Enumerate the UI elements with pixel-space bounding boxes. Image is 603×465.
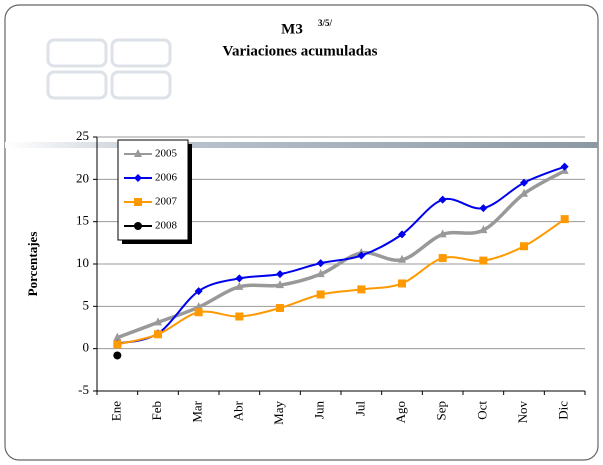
marker (398, 254, 406, 263)
title-superscript: 3/5/ (318, 18, 333, 28)
marker (520, 188, 528, 197)
legend: 2005 2006 2007 2008 (117, 139, 192, 244)
marker (276, 270, 284, 279)
legend-label: 2005 (155, 148, 178, 160)
y-tick-label: 15 (76, 213, 89, 228)
marker (316, 290, 325, 299)
marker (154, 330, 162, 339)
marker (276, 304, 284, 313)
marker (560, 162, 569, 171)
marker (316, 269, 325, 278)
y-tick-label: 20 (76, 170, 89, 185)
marker (154, 317, 162, 326)
legend-box (117, 139, 189, 241)
marker (520, 178, 528, 187)
marker (276, 280, 284, 289)
marker (398, 230, 406, 239)
frame (4, 4, 599, 461)
marker (194, 302, 203, 311)
x-tick-label: Dic (556, 401, 571, 420)
marker (113, 340, 122, 349)
x-tick-label: Oct (474, 401, 489, 420)
x-tick-label: Sep (434, 401, 449, 421)
y-axis-label: Porcentajes (25, 232, 40, 297)
marker (113, 332, 122, 341)
marker (560, 215, 569, 224)
y-tick-label: 10 (76, 255, 89, 270)
marker (235, 274, 244, 283)
chart-subtitle: Variaciones acumuladas (223, 43, 378, 59)
legend-label: 2007 (155, 196, 178, 208)
x-tick-label: Jul (352, 401, 367, 417)
marker (134, 222, 142, 230)
marker (479, 204, 488, 213)
y-tick-label: 0 (83, 340, 90, 355)
marker (316, 259, 325, 268)
x-tick-label: Nov (515, 401, 530, 424)
x-tick-label: Feb (149, 401, 164, 421)
marker (194, 308, 203, 317)
marker (438, 254, 447, 263)
x-tick-label: Ago (393, 401, 408, 423)
legend-label: 2008 (155, 220, 178, 232)
x-tick-label: May (271, 401, 286, 425)
y-tick-label: -5 (78, 382, 89, 397)
x-tick-label: Jun (312, 401, 327, 420)
x-tick-label: Ene (108, 401, 123, 421)
marker (438, 195, 447, 204)
marker (479, 256, 488, 265)
y-tick-label: 5 (83, 297, 90, 312)
header-bar (5, 142, 598, 148)
marker (357, 285, 366, 294)
marker (520, 242, 528, 251)
marker (235, 281, 244, 290)
marker (113, 351, 122, 360)
marker (134, 149, 142, 157)
marker (134, 198, 142, 206)
legend-label: 2006 (155, 172, 178, 184)
x-tick-label: Abr (230, 400, 245, 421)
marker (479, 225, 488, 234)
y-tick-label: 25 (76, 128, 89, 143)
logo (46, 38, 172, 100)
marker (235, 312, 244, 321)
series-line (117, 165, 566, 345)
x-tick-label: Mar (190, 400, 205, 422)
marker (357, 251, 366, 260)
chart-title: M3 (281, 21, 303, 37)
marker (194, 287, 203, 296)
marker (134, 174, 142, 182)
marker (398, 279, 406, 288)
marker (438, 229, 447, 238)
